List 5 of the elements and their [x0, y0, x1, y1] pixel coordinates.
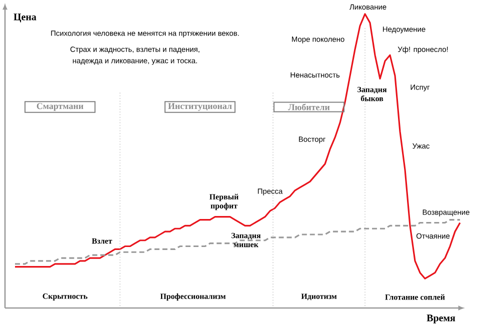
- y-axis-title: Цена: [14, 14, 36, 22]
- annotation: Институционал: [168, 103, 232, 111]
- annotation: Любители: [288, 104, 330, 110]
- x-axis-title: Время: [426, 314, 456, 324]
- annotation: Смартмани: [36, 103, 84, 111]
